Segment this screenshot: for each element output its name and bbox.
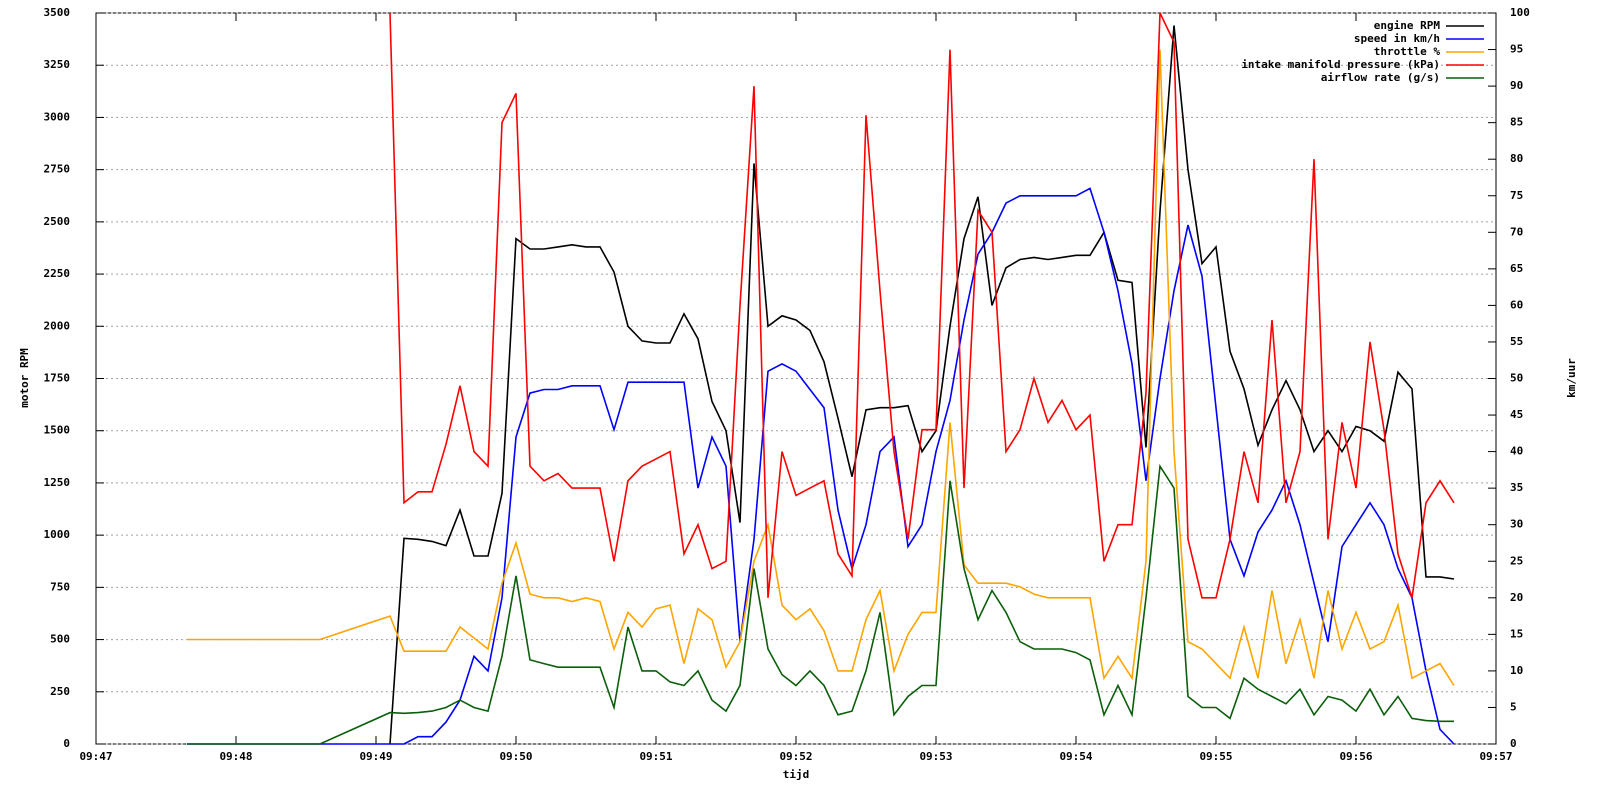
y2-tick-label: 35 xyxy=(1510,481,1523,494)
x-tick-label: 09:53 xyxy=(919,750,952,763)
series-line xyxy=(187,49,1455,686)
y-tick-label: 2250 xyxy=(44,267,71,280)
series-line xyxy=(187,463,1454,745)
y-tick-label: 750 xyxy=(50,580,70,593)
y-tick-label: 250 xyxy=(50,685,70,698)
y-tick-label: 1000 xyxy=(44,528,71,541)
y2-tick-label: 15 xyxy=(1510,627,1523,640)
x-tick-label: 09:54 xyxy=(1059,750,1092,763)
series-line xyxy=(389,12,1455,599)
x-tick-label: 09:50 xyxy=(499,750,532,763)
y2-tick-label: 55 xyxy=(1510,335,1523,348)
y2-tick-label: 60 xyxy=(1510,298,1523,311)
x-tick-label: 09:49 xyxy=(359,750,392,763)
x-tick-label: 09:57 xyxy=(1479,750,1512,763)
legend-label: intake manifold pressure (kPa) xyxy=(1241,58,1440,71)
y-tick-label: 3250 xyxy=(44,58,71,71)
y-axis-label: motor RPM xyxy=(18,348,31,408)
legend-label: engine RPM xyxy=(1374,19,1441,32)
y2-tick-label: 65 xyxy=(1510,262,1523,275)
y2-tick-label: 40 xyxy=(1510,445,1523,458)
legend-label: airflow rate (g/s) xyxy=(1321,71,1440,84)
x-axis-label: tijd xyxy=(783,768,810,781)
y2-axis-label: km/uur xyxy=(1565,358,1578,398)
y2-tick-label: 100 xyxy=(1510,6,1530,19)
x-tick-label: 09:51 xyxy=(639,750,672,763)
legend-label: throttle % xyxy=(1374,45,1441,58)
y2-tick-label: 20 xyxy=(1510,591,1523,604)
y2-tick-label: 5 xyxy=(1510,700,1517,713)
y2-tick-label: 80 xyxy=(1510,152,1523,165)
series-line xyxy=(187,187,1455,745)
y-tick-label: 1750 xyxy=(44,372,71,385)
y2-tick-label: 70 xyxy=(1510,225,1523,238)
legend-label: speed in km/h xyxy=(1354,32,1440,45)
y-tick-label: 0 xyxy=(63,737,70,750)
y-tick-label: 1250 xyxy=(44,476,71,489)
x-tick-label: 09:47 xyxy=(79,750,112,763)
y2-tick-label: 95 xyxy=(1510,43,1523,56)
x-tick-label: 09:52 xyxy=(779,750,812,763)
y-tick-label: 3000 xyxy=(44,110,71,123)
y2-tick-label: 25 xyxy=(1510,554,1523,567)
y2-tick-label: 0 xyxy=(1510,737,1517,750)
y2-tick-label: 85 xyxy=(1510,116,1523,129)
x-tick-label: 09:48 xyxy=(219,750,252,763)
y-tick-label: 3500 xyxy=(44,6,71,19)
y-tick-label: 2750 xyxy=(44,163,71,176)
y2-tick-label: 30 xyxy=(1510,518,1523,531)
x-tick-label: 09:56 xyxy=(1339,750,1372,763)
x-tick-label: 09:55 xyxy=(1199,750,1232,763)
y-tick-label: 2500 xyxy=(44,215,71,228)
y2-tick-label: 50 xyxy=(1510,372,1523,385)
series-line xyxy=(389,25,1455,745)
y-tick-label: 500 xyxy=(50,633,70,646)
y2-tick-label: 90 xyxy=(1510,79,1523,92)
y-tick-label: 1500 xyxy=(44,424,71,437)
y2-tick-label: 10 xyxy=(1510,664,1523,677)
y-tick-label: 2000 xyxy=(44,319,71,332)
y2-tick-label: 75 xyxy=(1510,189,1523,202)
y2-tick-label: 45 xyxy=(1510,408,1523,421)
